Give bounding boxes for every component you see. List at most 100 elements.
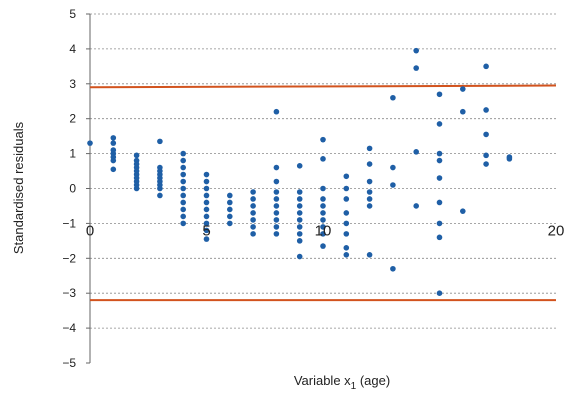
data-point <box>250 196 256 202</box>
data-point <box>250 210 256 216</box>
data-point <box>320 203 326 209</box>
y-tick-label: −2 <box>62 251 76 265</box>
data-point <box>390 182 396 188</box>
data-point <box>320 224 326 230</box>
reference-lines <box>89 84 557 302</box>
data-point <box>180 213 186 220</box>
data-point <box>390 94 396 101</box>
data-point <box>203 178 210 185</box>
data-point <box>366 189 373 195</box>
data-point <box>436 150 443 157</box>
data-point <box>203 220 210 227</box>
data-point <box>366 196 373 202</box>
data-point <box>180 171 186 178</box>
data-point <box>273 224 280 230</box>
y-tick-label: 5 <box>69 7 76 21</box>
data-point <box>157 192 163 199</box>
data-point <box>343 252 350 258</box>
data-point <box>436 234 443 241</box>
x-tick-label: 5 <box>202 223 210 240</box>
data-point <box>180 157 186 164</box>
data-point <box>343 185 350 192</box>
data-point <box>366 145 373 152</box>
y-tick-label: 2 <box>69 112 76 126</box>
data-point <box>366 178 373 185</box>
data-point <box>227 199 233 206</box>
y-tick-label: −4 <box>62 321 76 335</box>
data-point <box>273 231 280 237</box>
data-point <box>296 163 303 169</box>
data-point <box>460 108 466 115</box>
y-tick-label: 1 <box>69 147 76 161</box>
x-axis-label-subscript: 1 <box>351 381 357 392</box>
data-point <box>203 192 210 199</box>
x-axis-label-tail: (age) <box>356 373 390 388</box>
data-point <box>343 245 350 251</box>
data-point <box>296 203 303 209</box>
data-point <box>110 157 117 164</box>
data-point <box>413 203 420 209</box>
data-point <box>203 227 210 234</box>
data-point <box>436 175 443 181</box>
data-point <box>366 203 373 209</box>
data-point <box>436 290 443 297</box>
data-point <box>296 189 303 195</box>
data-point <box>180 164 186 171</box>
data-point <box>250 189 256 195</box>
data-point <box>180 150 186 157</box>
data-point <box>180 206 186 213</box>
data-point <box>413 47 420 54</box>
data-point <box>227 213 233 220</box>
data-point <box>250 231 256 237</box>
data-point <box>436 199 443 206</box>
data-point <box>483 131 489 138</box>
data-point <box>133 152 140 159</box>
data-point <box>436 157 443 164</box>
x-tick-label: 10 <box>315 223 332 240</box>
data-point <box>413 65 420 71</box>
data-point <box>110 140 117 146</box>
data-point <box>296 224 303 230</box>
data-point <box>273 108 280 115</box>
data-point <box>250 203 256 209</box>
data-point <box>273 164 280 171</box>
data-point <box>157 185 163 192</box>
y-tick-label: −1 <box>62 216 76 230</box>
data-point <box>320 217 326 223</box>
data-point <box>273 189 280 195</box>
data-point <box>413 149 420 155</box>
y-tick-label: −3 <box>62 286 76 300</box>
data-point <box>460 86 466 92</box>
y-tick-label: −5 <box>62 356 76 370</box>
data-point <box>227 192 233 199</box>
y-tick-label: 4 <box>69 42 76 56</box>
data-point <box>320 231 326 237</box>
data-point <box>343 231 350 237</box>
data-point <box>320 185 326 192</box>
data-point <box>133 185 140 192</box>
data-point <box>506 156 513 162</box>
data-point <box>157 138 163 145</box>
data-point <box>343 220 350 227</box>
data-point <box>390 265 396 272</box>
data-point <box>273 210 280 216</box>
data-point <box>110 135 117 141</box>
data-point <box>296 253 303 260</box>
data-point <box>227 206 233 213</box>
data-point <box>273 217 280 223</box>
data-point <box>296 196 303 202</box>
data-point <box>343 173 350 180</box>
data-point <box>436 220 443 227</box>
data-point <box>180 192 186 199</box>
data-point <box>250 224 256 230</box>
data-point <box>366 161 373 167</box>
data-point <box>87 140 93 146</box>
data-point <box>203 206 210 213</box>
y-axis-label: Standardised residuals <box>11 121 26 254</box>
x-tick-label: 0 <box>86 223 94 240</box>
data-point <box>343 196 350 202</box>
data-point <box>250 217 256 223</box>
data-point <box>227 220 233 227</box>
